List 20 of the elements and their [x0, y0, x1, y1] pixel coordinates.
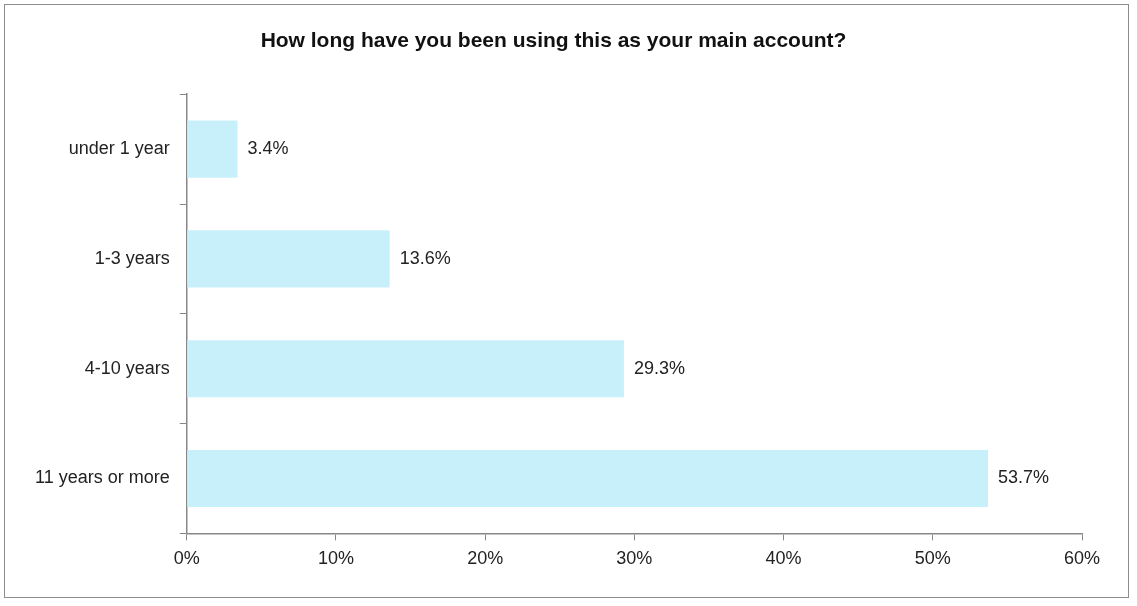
data-label: 13.6%: [399, 247, 451, 268]
data-label: 3.4%: [247, 138, 289, 159]
x-tick-label: 0%: [173, 548, 200, 569]
x-tick-label: 30%: [616, 548, 653, 569]
x-tick-label: 40%: [765, 548, 802, 569]
bar: [187, 449, 988, 508]
x-tick-label: 50%: [914, 548, 951, 569]
data-label: 53.7%: [998, 467, 1050, 488]
y-tick-label: 1-3 years: [94, 247, 170, 268]
x-tick-label: 10%: [317, 548, 354, 569]
data-label: 29.3%: [633, 357, 685, 378]
chart-title: How long have you been using this as your main account?: [260, 28, 847, 52]
x-tick-label: 20%: [467, 548, 504, 569]
x-tick-label: 60%: [1063, 548, 1101, 569]
bar: [187, 340, 624, 398]
bar: [187, 230, 390, 288]
y-tick-label: under 1 year: [68, 138, 170, 159]
y-tick-label: 11 years or more: [35, 467, 170, 488]
y-tick-label: 4-10 years: [84, 357, 170, 378]
bar: [187, 120, 238, 178]
